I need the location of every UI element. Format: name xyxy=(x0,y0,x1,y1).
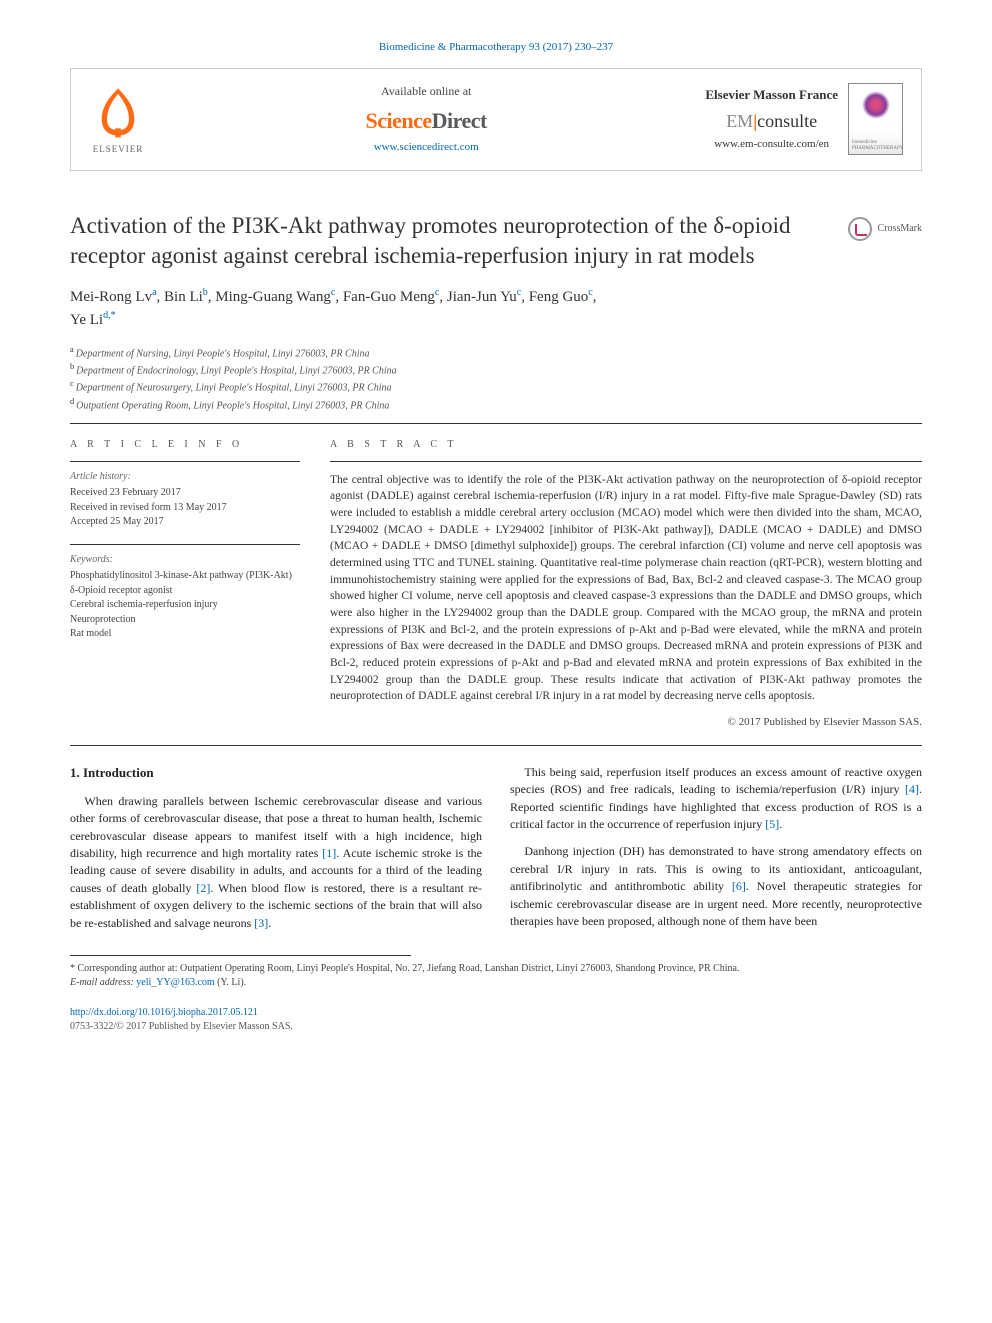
sciencedirect-link[interactable]: www.sciencedirect.com xyxy=(157,140,695,156)
intro-p3: Danhong injection (DH) has demonstrated … xyxy=(510,843,922,930)
keyword-3: Cerebral ischemia-reperfusion injury xyxy=(70,598,300,613)
abstract: A B S T R A C T The central objective wa… xyxy=(330,438,922,731)
em-logo: EM|consulte xyxy=(705,108,838,134)
aff-sup-a: a xyxy=(70,345,74,354)
header-box: ELSEVIER Available online at ScienceDire… xyxy=(70,68,922,171)
corr-text: * Corresponding author at: Outpatient Op… xyxy=(70,962,922,976)
sciencedirect-logo: ScienceDirect xyxy=(157,105,695,137)
affiliation-b: bDepartment of Endocrinology, Linyi Peop… xyxy=(70,361,922,378)
abstract-heading: A B S T R A C T xyxy=(330,438,922,453)
crossmark-icon xyxy=(848,217,872,241)
cover-graphic-icon xyxy=(862,91,890,119)
affiliations: aDepartment of Nursing, Linyi People's H… xyxy=(70,344,922,413)
sd-word1: Science xyxy=(365,108,431,133)
article-title: Activation of the PI3K-Akt pathway promo… xyxy=(70,211,834,271)
corresponding-footnote: * Corresponding author at: Outpatient Op… xyxy=(70,962,922,990)
em-link[interactable]: www.em-consulte.com/en xyxy=(705,137,838,153)
intro-p2: This being said, reperfusion itself prod… xyxy=(510,764,922,834)
author-7: Ye Li xyxy=(70,312,103,328)
sep: , xyxy=(335,289,343,305)
cover-title: biomedicine PHARMACOTHERAPY xyxy=(852,140,899,151)
ref-2[interactable]: [2] xyxy=(196,881,210,895)
ref-5[interactable]: [5] xyxy=(765,817,779,831)
intro-p1: When drawing parallels between Ischemic … xyxy=(70,793,482,932)
divider-bottom xyxy=(70,745,922,746)
header-citation: Biomedicine & Pharmacotherapy 93 (2017) … xyxy=(70,40,922,56)
divider-abstract xyxy=(330,461,922,462)
ref-1[interactable]: [1] xyxy=(322,846,336,860)
elsevier-tree-icon xyxy=(89,83,147,141)
aff-sup-b: b xyxy=(70,362,74,371)
abstract-text: The central objective was to identify th… xyxy=(330,472,922,705)
em-consulte-block: Elsevier Masson France EM|consulte www.e… xyxy=(705,86,838,154)
author-5: Jian-Jun Yu xyxy=(447,289,517,305)
footnote-divider xyxy=(70,955,411,956)
history-3: Accepted 25 May 2017 xyxy=(70,515,300,530)
issn-copyright: 0753-3322/© 2017 Published by Elsevier M… xyxy=(70,1020,922,1034)
elsevier-logo: ELSEVIER xyxy=(89,83,147,156)
author-4: Fan-Guo Meng xyxy=(343,289,435,305)
ref-3[interactable]: [3] xyxy=(254,916,268,930)
authors: Mei-Rong Lva, Bin Lib, Ming-Guang Wangc,… xyxy=(70,285,922,332)
article-info-heading: A R T I C L E I N F O xyxy=(70,438,300,453)
sep: , xyxy=(439,289,447,305)
ref-6[interactable]: [6] xyxy=(732,879,746,893)
author-7-star: * xyxy=(111,310,116,321)
author-1: Mei-Rong Lv xyxy=(70,289,152,305)
author-6: Feng Guo xyxy=(529,289,589,305)
affiliation-a: aDepartment of Nursing, Linyi People's H… xyxy=(70,344,922,361)
article-info: A R T I C L E I N F O Article history: R… xyxy=(70,438,300,731)
corr-email[interactable]: yeli_YY@163.com xyxy=(136,977,214,988)
em-title: Elsevier Masson France xyxy=(705,86,838,105)
history-2: Received in revised form 13 May 2017 xyxy=(70,501,300,516)
author-2: Bin Li xyxy=(164,289,203,305)
history-label: Article history: xyxy=(70,470,300,485)
aff-text-d: Outpatient Operating Room, Linyi People'… xyxy=(76,400,389,411)
abstract-copyright: © 2017 Published by Elsevier Masson SAS. xyxy=(330,715,922,731)
available-online-block: Available online at ScienceDirect www.sc… xyxy=(157,83,695,155)
history-1: Received 23 February 2017 xyxy=(70,486,300,501)
sep: , xyxy=(157,289,165,305)
p1d: . xyxy=(268,916,271,930)
p2a: This being said, reperfusion itself prod… xyxy=(510,765,922,796)
sep: , xyxy=(593,289,597,305)
affiliation-c: cDepartment of Neurosurgery, Linyi Peopl… xyxy=(70,378,922,395)
keyword-5: Rat model xyxy=(70,627,300,642)
em-post: consulte xyxy=(757,111,817,131)
keyword-1: Phosphatidylinositol 3-kinase-Akt pathwa… xyxy=(70,569,300,584)
em-pre: EM xyxy=(726,111,753,131)
aff-sup-c: c xyxy=(70,379,74,388)
intro-heading: 1. Introduction xyxy=(70,764,482,783)
available-text: Available online at xyxy=(157,83,695,100)
sd-word2: Direct xyxy=(432,108,487,133)
crossmark-badge[interactable]: CrossMark xyxy=(848,217,922,241)
aff-sup-d: d xyxy=(70,397,74,406)
author-7-sup: d, xyxy=(103,310,111,321)
divider-top xyxy=(70,423,922,424)
email-label: E-mail address: xyxy=(70,977,136,988)
divider-kw xyxy=(70,544,300,545)
author-3: Ming-Guang Wang xyxy=(215,289,331,305)
keyword-4: Neuroprotection xyxy=(70,613,300,628)
footer-meta: http://dx.doi.org/10.1016/j.biopha.2017.… xyxy=(70,1006,922,1034)
email-suffix: (Y. Li). xyxy=(215,977,246,988)
journal-cover: biomedicine PHARMACOTHERAPY xyxy=(848,83,903,155)
sep: , xyxy=(521,289,529,305)
keyword-2: δ-Opioid receptor agonist xyxy=(70,584,300,599)
aff-text-a: Department of Nursing, Linyi People's Ho… xyxy=(76,348,370,359)
aff-text-b: Department of Endocrinology, Linyi Peopl… xyxy=(76,365,396,376)
ref-4[interactable]: [4] xyxy=(905,782,919,796)
affiliation-d: dOutpatient Operating Room, Linyi People… xyxy=(70,396,922,413)
divider-info xyxy=(70,461,300,462)
crossmark-label: CrossMark xyxy=(878,222,922,237)
aff-text-c: Department of Neurosurgery, Linyi People… xyxy=(76,383,392,394)
keywords-label: Keywords: xyxy=(70,553,300,568)
doi-link[interactable]: http://dx.doi.org/10.1016/j.biopha.2017.… xyxy=(70,1006,922,1020)
elsevier-text: ELSEVIER xyxy=(93,143,144,156)
body-columns: 1. Introduction When drawing parallels b… xyxy=(70,764,922,941)
p2c: . xyxy=(779,817,782,831)
